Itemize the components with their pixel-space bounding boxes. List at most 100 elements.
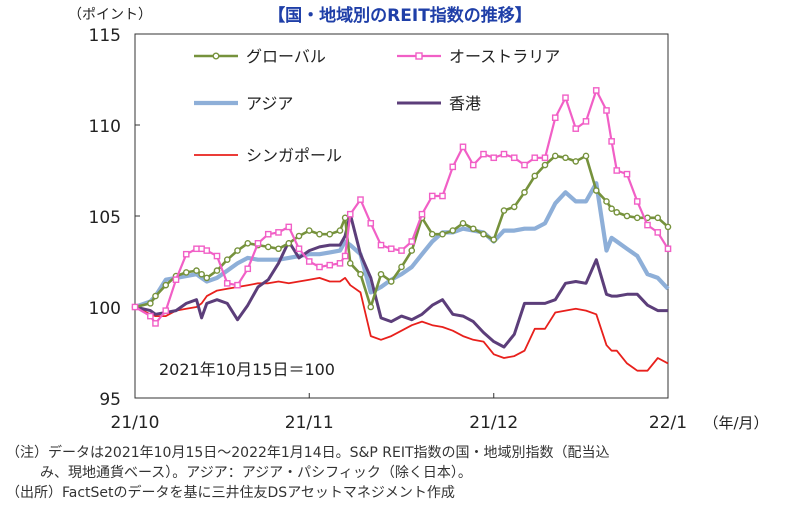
data-point-グローバル: [223, 256, 231, 263]
data-point-グローバル: [193, 267, 200, 274]
data-point-オーストラリア: [172, 276, 180, 284]
y-tick-label: 110: [89, 117, 121, 137]
data-point-オーストラリア: [572, 125, 580, 132]
chart-title: 【国・地域別のREIT指数の推移】: [268, 5, 532, 26]
data-point-オーストラリア: [449, 163, 457, 171]
data-point-オーストラリア: [521, 161, 528, 169]
data-point-オーストラリア: [562, 94, 569, 101]
data-point-オーストラリア: [285, 223, 293, 231]
data-point-グローバル: [633, 214, 641, 222]
x-tick-label: 21/10: [111, 413, 160, 433]
data-point-オーストラリア: [582, 118, 590, 125]
y-tick-label: 95: [99, 390, 121, 410]
legend-label-シンガポール: シンガポール: [246, 146, 342, 165]
data-point-グローバル: [510, 203, 518, 211]
data-point-グローバル: [285, 239, 293, 247]
data-point-オーストラリア: [377, 241, 385, 249]
data-point-オーストラリア: [264, 230, 272, 238]
data-point-グローバル: [264, 243, 272, 251]
data-point-オーストラリア: [295, 245, 303, 253]
data-point-オーストラリア: [198, 245, 205, 253]
data-point-グローバル: [449, 227, 457, 234]
data-point-グローバル: [152, 292, 159, 300]
legend-label-オーストラリア: オーストラリア: [449, 47, 560, 66]
data-point-グローバル: [162, 281, 170, 289]
data-point-グローバル: [346, 260, 354, 267]
data-point-グローバル: [562, 154, 569, 162]
data-point-グローバル: [147, 300, 154, 307]
data-point-オーストラリア: [541, 154, 549, 162]
data-point-グローバル: [500, 207, 508, 214]
data-point-オーストラリア: [387, 245, 395, 253]
x-tick-label: 22/1: [649, 413, 687, 433]
data-point-グローバル: [316, 230, 323, 238]
series-line-アジア: [134, 181, 670, 309]
source-line: （出所）FactSetのデータを基に三井住友DSアセットマネジメント作成: [6, 485, 455, 501]
data-point-オーストラリア: [408, 238, 416, 245]
data-point-グローバル: [603, 198, 610, 205]
data-point-オーストラリア: [510, 154, 518, 162]
data-point-グローバル: [398, 263, 405, 271]
data-point-オーストラリア: [664, 245, 672, 253]
data-point-グローバル: [654, 214, 662, 222]
data-point-グローバル: [459, 219, 467, 227]
series-line-オーストラリア: [134, 89, 669, 325]
data-point-グローバル: [428, 230, 436, 238]
data-point-グローバル: [305, 227, 313, 234]
data-point-オーストラリア: [644, 221, 651, 229]
data-point-オーストラリア: [131, 303, 139, 311]
legend-label-アジア: アジア: [246, 94, 293, 113]
data-point-グローバル: [582, 152, 590, 160]
data-point-オーストラリア: [428, 192, 436, 200]
line-chart: 【国・地域別のREIT指数の推移】 （ポイント） 95 100 105 110 115 21/…: [68, 5, 769, 433]
data-point-グローバル: [341, 214, 349, 222]
data-point-グローバル: [490, 236, 498, 243]
x-tick-label: 21/12: [469, 413, 518, 433]
x-tick-label: 21/11: [285, 413, 334, 433]
y-tick-label: 105: [89, 208, 121, 228]
data-point-グローバル: [367, 303, 375, 311]
data-point-グローバル: [613, 209, 621, 216]
y-tick-label: 100: [89, 299, 121, 319]
data-point-オーストラリア: [193, 245, 200, 253]
data-point-オーストラリア: [551, 114, 559, 122]
data-point-グローバル: [295, 232, 303, 240]
y-axis-label: （ポイント）: [68, 7, 152, 23]
data-point-グローバル: [480, 230, 487, 238]
data-point-グローバル: [521, 189, 528, 196]
data-point-オーストラリア: [346, 210, 354, 218]
data-point-オーストラリア: [603, 107, 610, 114]
data-point-オーストラリア: [223, 280, 231, 287]
data-point-オーストラリア: [459, 143, 467, 151]
data-point-オーストラリア: [316, 263, 323, 271]
data-point-グローバル: [469, 225, 477, 233]
data-point-グローバル: [213, 267, 221, 274]
base-annotation: 2021年10月15日＝100: [159, 360, 335, 379]
chart-area: 【国・地域別のREIT指数の推移】 （ポイント） 95 100 105 110 115 21/…: [68, 5, 769, 433]
data-point-グローバル: [592, 187, 600, 194]
data-point-グローバル: [608, 205, 615, 213]
data-point-グローバル: [377, 270, 385, 278]
data-point-グローバル: [357, 270, 364, 278]
data-point-グローバル: [408, 247, 416, 254]
data-point-グローバル: [203, 274, 211, 282]
footnotes: （注）データは2021年10月15日～2022年1月14日。S&P REIT指数…: [6, 443, 804, 503]
data-point-オーストラリア: [398, 247, 405, 254]
data-point-オーストラリア: [367, 219, 375, 227]
data-point-グローバル: [182, 269, 190, 276]
data-point-グローバル: [198, 270, 205, 278]
legend-marker-グローバル: [212, 52, 220, 60]
data-point-グローバル: [234, 247, 241, 254]
data-point-オーストラリア: [244, 265, 252, 273]
x-axis-label: （年/月）: [703, 414, 768, 432]
data-point-オーストラリア: [213, 252, 221, 260]
data-point-オーストラリア: [418, 210, 426, 218]
data-point-オーストラリア: [254, 239, 262, 247]
series-line-グローバル: [134, 154, 669, 309]
data-point-グローバル: [664, 223, 672, 231]
data-point-オーストラリア: [326, 261, 334, 269]
data-point-グローバル: [541, 161, 549, 169]
data-point-オーストラリア: [623, 170, 631, 178]
series-line-シンガポール: [134, 276, 669, 372]
data-point-オーストラリア: [592, 87, 600, 94]
